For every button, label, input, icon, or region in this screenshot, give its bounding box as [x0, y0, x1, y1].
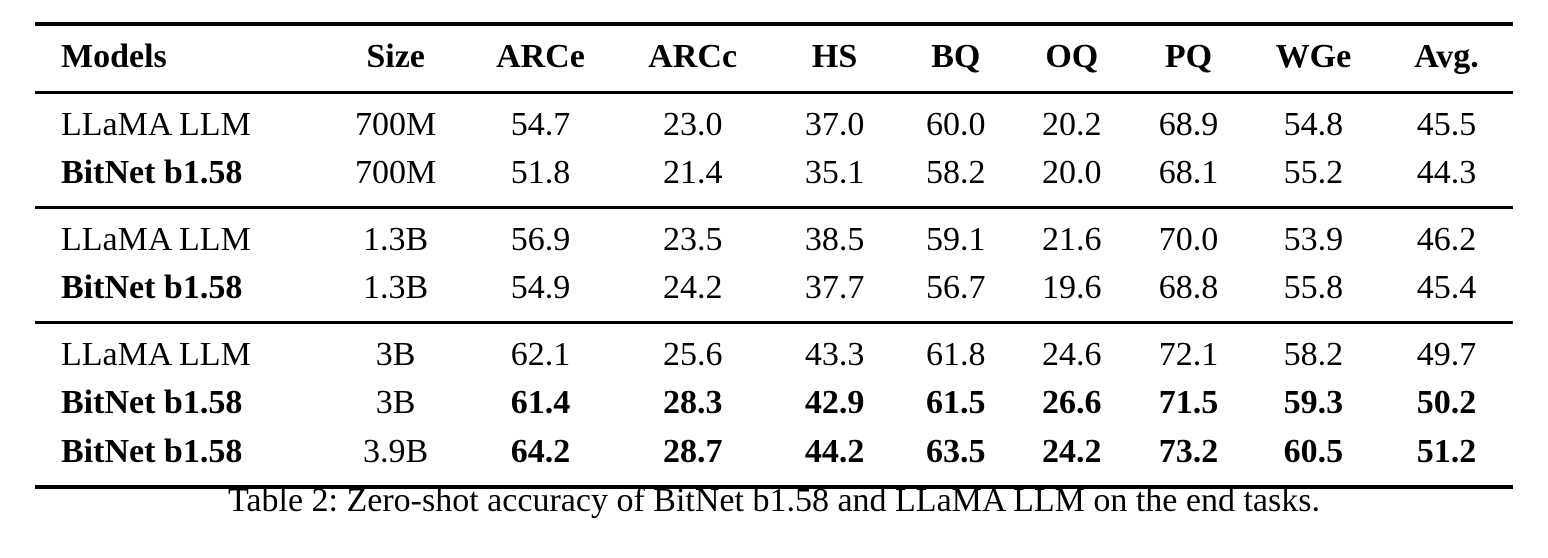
column-header-arce: ARCe [466, 24, 615, 95]
table-row: LLaMA LLM 3B 62.1 25.6 43.3 61.8 24.6 72.1 58.2 4… [35, 323, 1513, 380]
value-cell-arce: 56.9 [510, 221, 571, 259]
value-cell-arce: 61.4 [510, 384, 571, 422]
value-cell-arcc: 23.5 [662, 221, 723, 259]
value-cell-bq: 61.5 [926, 384, 986, 422]
size-cell: 3B [375, 336, 416, 374]
value-cell-pq: 72.1 [1158, 336, 1219, 374]
column-header-wge: WGe [1246, 24, 1380, 95]
value-cell-wge: 54.8 [1283, 106, 1344, 144]
column-header-bq: BQ [898, 24, 1014, 95]
value-cell-pq: 68.8 [1158, 269, 1219, 307]
table-row: BitNet b1.58 3.9B 64.2 28.7 44.2 63.5 24.2 73.2… [35, 428, 1513, 487]
value-cell-oq: 20.2 [1042, 106, 1102, 144]
model-cell: LLaMA LLM [61, 221, 251, 259]
model-cell: LLaMA LLM [61, 106, 251, 144]
zero-shot-accuracy-table: Models Size ARCe ARCc HS BQ OQ PQ WGe Avg. LLaMA … [35, 22, 1513, 489]
table-row: BitNet b1.58 700M 51.8 21.4 35.1 58.2 20.0 68.1… [35, 149, 1513, 208]
value-cell-hs: 43.3 [804, 336, 865, 374]
value-cell-arcc: 24.2 [662, 269, 723, 307]
value-cell-avg: 46.2 [1416, 221, 1477, 259]
value-cell-arcc: 25.6 [662, 336, 723, 374]
value-cell-hs: 38.5 [804, 221, 865, 259]
value-cell-wge: 55.8 [1283, 269, 1344, 307]
value-cell-arce: 54.7 [510, 106, 571, 144]
model-cell: LLaMA LLM [61, 336, 251, 374]
value-cell-oq: 26.6 [1042, 384, 1102, 422]
value-cell-oq: 21.6 [1042, 221, 1102, 259]
column-header-size: Size [324, 24, 467, 95]
value-cell-bq: 59.1 [926, 221, 986, 259]
value-cell-wge: 53.9 [1283, 221, 1344, 259]
value-cell-wge: 55.2 [1283, 154, 1344, 192]
table-row: BitNet b1.58 3B 61.4 28.3 42.9 61.5 26.6 71.5 59… [35, 379, 1513, 427]
value-cell-oq: 19.6 [1042, 269, 1102, 307]
value-cell-arce: 54.9 [510, 269, 571, 307]
value-cell-oq: 20.0 [1042, 154, 1102, 192]
value-cell-pq: 68.1 [1158, 154, 1219, 192]
value-cell-avg: 51.2 [1416, 432, 1477, 470]
value-cell-hs: 37.7 [804, 269, 865, 307]
value-cell-avg: 45.5 [1416, 106, 1477, 144]
value-cell-arce: 62.1 [510, 336, 571, 374]
value-cell-hs: 42.9 [804, 384, 865, 422]
value-cell-wge: 60.5 [1283, 432, 1344, 470]
value-cell-hs: 37.0 [804, 106, 865, 144]
value-cell-pq: 71.5 [1158, 384, 1219, 422]
value-cell-bq: 58.2 [926, 154, 986, 192]
value-cell-arce: 51.8 [510, 154, 571, 192]
table-row: BitNet b1.58 1.3B 54.9 24.2 37.7 56.7 19.6 68.8… [35, 264, 1513, 323]
value-cell-bq: 63.5 [926, 432, 986, 470]
column-header-pq: PQ [1130, 24, 1247, 95]
value-cell-avg: 45.4 [1416, 269, 1477, 307]
value-cell-oq: 24.2 [1042, 432, 1102, 470]
table-row: LLaMA LLM 1.3B 56.9 23.5 38.5 59.1 21.6 70.0 53.… [35, 208, 1513, 265]
value-cell-bq: 60.0 [926, 106, 986, 144]
table-group-3: LLaMA LLM 3B 62.1 25.6 43.3 61.8 24.6 72.1 58.2 4… [35, 323, 1513, 487]
value-cell-wge: 58.2 [1283, 336, 1344, 374]
value-cell-avg: 50.2 [1416, 384, 1477, 422]
model-cell: BitNet b1.58 [61, 432, 243, 470]
size-cell: 3B [375, 384, 416, 422]
size-cell: 700M [355, 106, 437, 144]
value-cell-hs: 35.1 [804, 154, 865, 192]
table-caption: Table 2: Zero-shot accuracy of BitNet b1… [228, 482, 1320, 519]
value-cell-pq: 70.0 [1158, 221, 1219, 259]
column-header-models: Models [35, 24, 325, 95]
model-cell: BitNet b1.58 [61, 154, 243, 192]
model-cell: BitNet b1.58 [61, 384, 243, 422]
value-cell-oq: 24.6 [1042, 336, 1102, 374]
column-header-avg: Avg. [1379, 24, 1513, 95]
model-cell: BitNet b1.58 [61, 269, 243, 307]
value-cell-pq: 73.2 [1158, 432, 1219, 470]
table-group-2: LLaMA LLM 1.3B 56.9 23.5 38.5 59.1 21.6 70.0 53.… [35, 208, 1513, 323]
size-cell: 3.9B [363, 432, 429, 470]
column-header-oq: OQ [1013, 24, 1131, 95]
value-cell-arcc: 21.4 [662, 154, 723, 192]
value-cell-avg: 49.7 [1416, 336, 1477, 374]
table-header-row: Models Size ARCe ARCc HS BQ OQ PQ WGe Avg. [35, 24, 1513, 95]
value-cell-pq: 68.9 [1158, 106, 1219, 144]
value-cell-avg: 44.3 [1416, 154, 1477, 192]
value-cell-arcc: 23.0 [662, 106, 723, 144]
value-cell-bq: 56.7 [926, 269, 986, 307]
table-row: LLaMA LLM 700M 54.7 23.0 37.0 60.0 20.2 68.9 54.… [35, 93, 1513, 150]
table-group-1: LLaMA LLM 700M 54.7 23.0 37.0 60.0 20.2 68.9 54.… [35, 93, 1513, 208]
column-header-arcc: ARCc [614, 24, 772, 95]
value-cell-wge: 59.3 [1283, 384, 1344, 422]
value-cell-arcc: 28.7 [662, 432, 723, 470]
size-cell: 700M [355, 154, 437, 192]
value-cell-arce: 64.2 [510, 432, 571, 470]
value-cell-arcc: 28.3 [662, 384, 723, 422]
size-cell: 1.3B [363, 269, 429, 307]
size-cell: 1.3B [363, 221, 429, 259]
value-cell-bq: 61.8 [926, 336, 986, 374]
column-header-hs: HS [771, 24, 899, 95]
value-cell-hs: 44.2 [804, 432, 865, 470]
